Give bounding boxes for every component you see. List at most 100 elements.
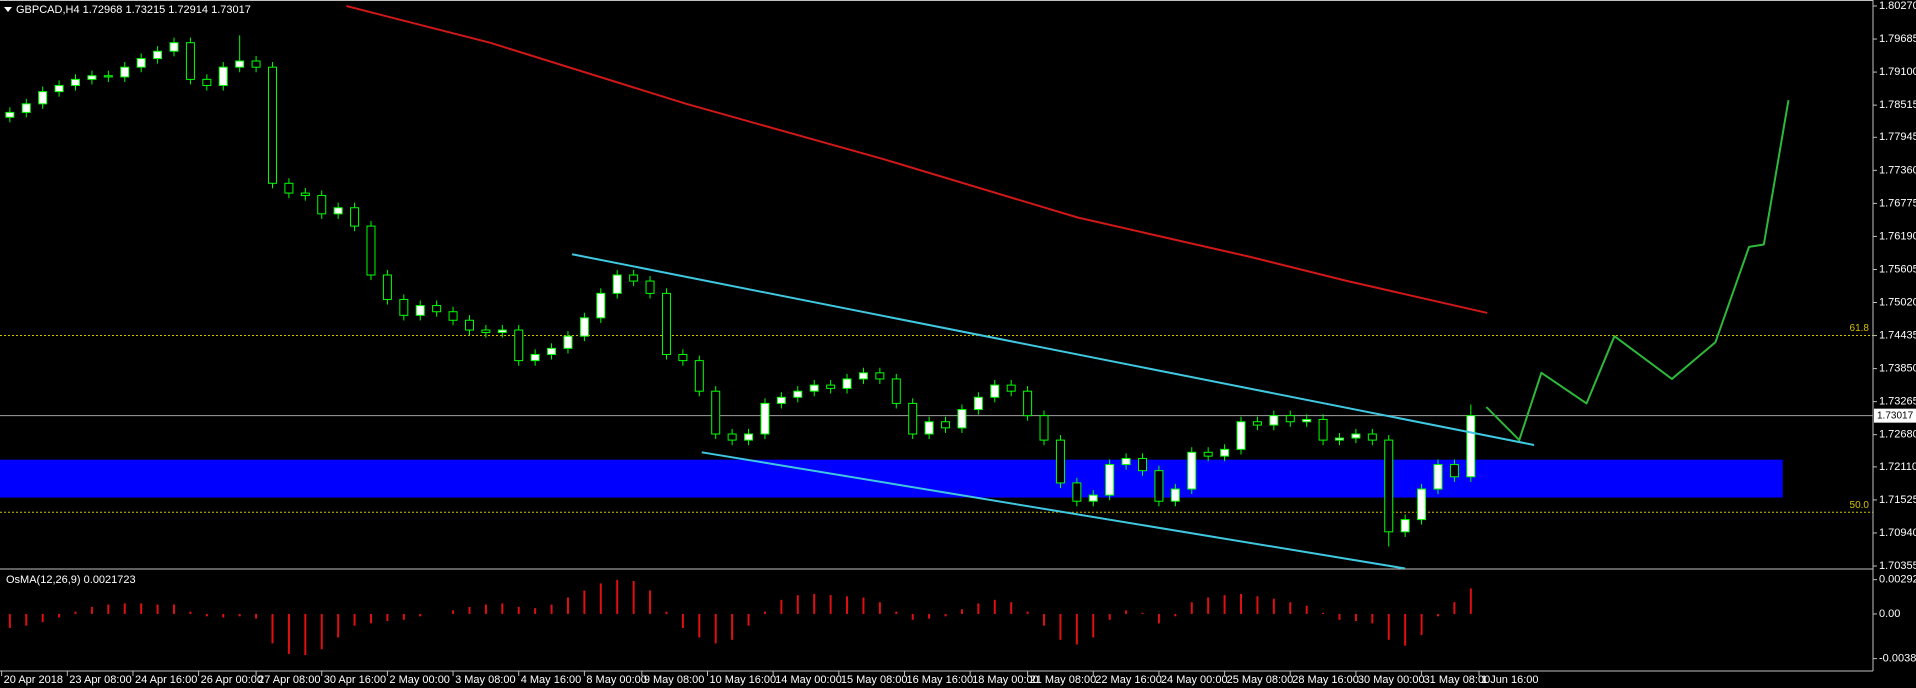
x-tick-label: 8 May 00:00 (586, 674, 647, 686)
x-tick-label: 21 May 08:00 (1030, 674, 1097, 686)
candle-body (711, 390, 721, 435)
candle-body (103, 75, 113, 78)
candle-body (1236, 421, 1246, 450)
y-tick-label: 1.72110 (1879, 461, 1916, 473)
candle-body (744, 433, 754, 441)
candle-body (120, 66, 130, 78)
x-tick-label: 24 Apr 16:00 (135, 674, 197, 686)
candle-body (333, 207, 343, 215)
y-tick-label: 1.73265 (1879, 396, 1916, 408)
candle-body (1088, 494, 1098, 502)
candle-body (973, 396, 983, 411)
x-tick-label: 14 May 00:00 (775, 674, 842, 686)
candle-body (1072, 482, 1082, 502)
candle-body (957, 409, 967, 429)
candle-body (350, 207, 360, 227)
candle-body (1154, 470, 1164, 502)
y-tick-label: 1.77360 (1879, 164, 1916, 176)
candle-body (809, 384, 819, 392)
y-tick-label: 1.75020 (1879, 296, 1916, 308)
candle-body (54, 84, 64, 93)
candle-body (1170, 488, 1180, 502)
candle-body (71, 78, 81, 86)
candle-body (1121, 457, 1131, 466)
candle-body (481, 329, 491, 333)
candle-body (990, 384, 1000, 398)
menu-arrow[interactable] (4, 7, 12, 12)
candle-body (218, 66, 228, 86)
y-tick-label: 1.76190 (1879, 230, 1916, 242)
x-tick-label: 20 Apr 2018 (4, 674, 63, 686)
candle-body (645, 280, 655, 294)
x-tick-label: 26 Apr 00:00 (201, 674, 263, 686)
x-tick-label: 31 May 08:00 (1424, 674, 1491, 686)
candle-body (612, 274, 622, 294)
candle-body (267, 66, 277, 184)
osma-y-tick-label: 0.00 (1879, 608, 1900, 620)
x-tick-label: 15 May 08:00 (841, 674, 908, 686)
x-tick-label: 18 May 00:00 (972, 674, 1039, 686)
candle-body (235, 60, 245, 68)
y-tick-label: 1.74435 (1879, 329, 1916, 341)
candle-body (87, 75, 97, 80)
candle-body (793, 390, 803, 398)
candle-body (1318, 418, 1328, 441)
candle-body (1023, 390, 1033, 417)
candle-body (1449, 464, 1459, 478)
candle-body (579, 317, 589, 337)
candle-body (891, 378, 901, 404)
fib-level-label: 61.8 (1850, 323, 1870, 334)
candle-body (38, 91, 48, 105)
x-tick-label: 2 May 00:00 (389, 674, 450, 686)
x-tick-label: 16 May 16:00 (906, 674, 973, 686)
candle-body (1138, 457, 1148, 472)
candle-body (1105, 464, 1115, 496)
x-tick-label: 24 May 00:00 (1161, 674, 1228, 686)
trend-line (346, 5, 1488, 314)
y-tick-label: 1.77945 (1879, 131, 1916, 143)
y-tick-label: 1.72680 (1879, 429, 1916, 441)
candle-body (1384, 439, 1394, 533)
x-tick-label: 9 May 08:00 (644, 674, 705, 686)
candle-body (5, 111, 15, 118)
candle-body (1006, 384, 1016, 392)
candle-body (908, 402, 918, 435)
candle-body (169, 42, 179, 52)
candle-body (678, 353, 688, 362)
x-tick-label: 25 May 08:00 (1227, 674, 1294, 686)
candle-body (1334, 437, 1344, 441)
candle-body (596, 292, 606, 319)
osma-y-tick-label: -0.003802 (1879, 653, 1916, 665)
candle-body (760, 402, 770, 435)
candle-body (1055, 439, 1065, 484)
x-tick-label: 22 May 16:00 (1095, 674, 1162, 686)
trend-line (1485, 99, 1790, 442)
candle-body (1302, 418, 1312, 423)
candle-body (1351, 433, 1361, 439)
candle-body (185, 42, 195, 80)
candle-body (448, 311, 458, 321)
candle-body (858, 372, 868, 380)
candle-body (1433, 464, 1443, 490)
candle-body (202, 78, 212, 86)
candle-body (432, 305, 442, 313)
candle-body (547, 347, 557, 355)
candle-body (464, 319, 474, 331)
candle-body (300, 192, 310, 197)
main-plot: 61.8 50.0 (0, 5, 1873, 569)
osma-plot (8, 579, 1472, 656)
zone (0, 459, 1783, 498)
y-tick-label: 1.80270 (1879, 0, 1916, 12)
y-tick-label: 1.70355 (1879, 560, 1916, 572)
y-tick-label: 1.70940 (1879, 527, 1916, 539)
candle-body (1367, 433, 1377, 441)
price-label-box (1874, 408, 1916, 423)
candle-body (530, 353, 540, 362)
candle-body (941, 421, 951, 429)
x-tick-label: 1 Jun 16:00 (1481, 674, 1539, 686)
price-label: 1.73017 (1877, 410, 1914, 421)
